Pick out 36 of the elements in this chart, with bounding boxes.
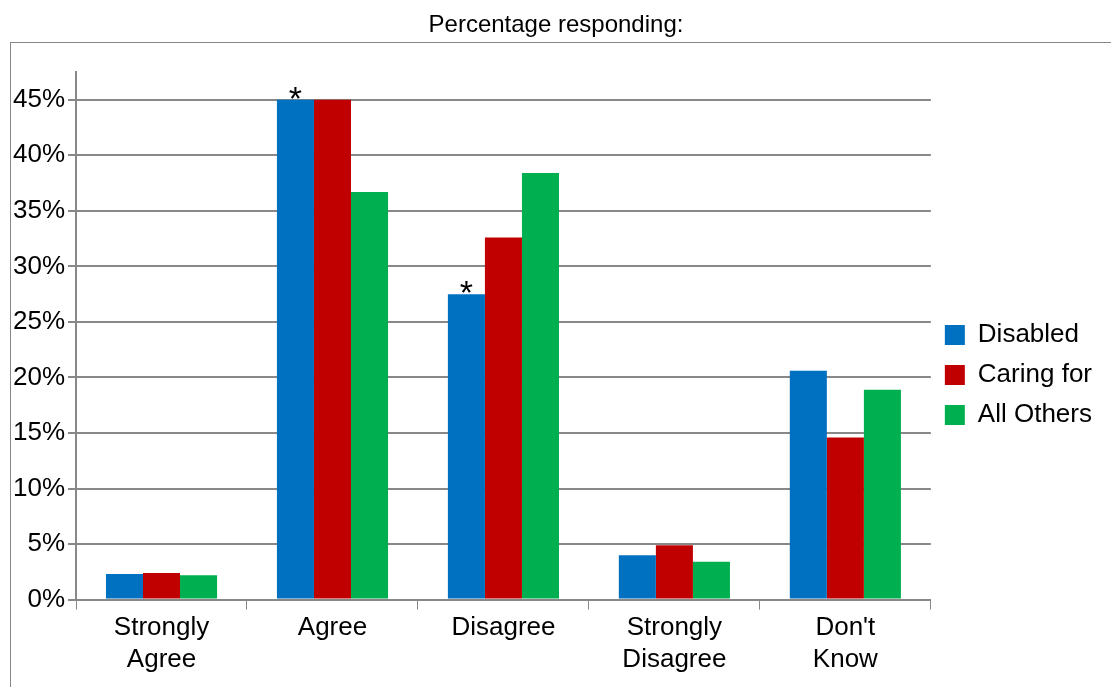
bar — [618, 555, 656, 599]
bar — [313, 99, 351, 599]
y-tick-label: 20% — [12, 360, 66, 391]
x-tick-label: Disagree — [451, 611, 556, 642]
y-tick-label: 0% — [27, 582, 66, 613]
bar — [692, 561, 730, 599]
legend-label: Caring for — [977, 358, 1093, 389]
data-label: * — [459, 273, 474, 312]
chart-title: Percentage responding: — [427, 10, 685, 38]
y-tick-label: 45% — [12, 82, 66, 113]
bar — [143, 572, 181, 599]
y-tick-label: 35% — [12, 194, 66, 225]
data-label: * — [288, 78, 303, 117]
x-tick-label: Strongly Agree — [113, 611, 210, 673]
bar — [826, 437, 864, 599]
bar — [789, 370, 827, 599]
y-tick-label: 25% — [12, 305, 66, 336]
bar — [484, 237, 522, 599]
x-tick-label: Strongly Disagree — [622, 611, 727, 673]
bar — [276, 99, 314, 599]
x-tick-label: Don't Know — [812, 611, 879, 673]
bar — [863, 389, 901, 599]
y-tick-label: 10% — [12, 471, 66, 502]
x-tick-label: Agree — [297, 611, 368, 642]
bar — [351, 191, 389, 599]
bar — [180, 575, 218, 599]
y-tick-label: 40% — [12, 138, 66, 169]
bar — [447, 294, 485, 599]
legend-label: Disabled — [977, 318, 1080, 349]
bar — [655, 545, 693, 599]
bar — [105, 574, 143, 599]
y-tick-label: 30% — [12, 249, 66, 280]
bar — [521, 173, 559, 599]
y-tick-label: 15% — [12, 416, 66, 447]
y-tick-label: 5% — [27, 527, 66, 558]
legend-label: All Others — [977, 398, 1092, 429]
